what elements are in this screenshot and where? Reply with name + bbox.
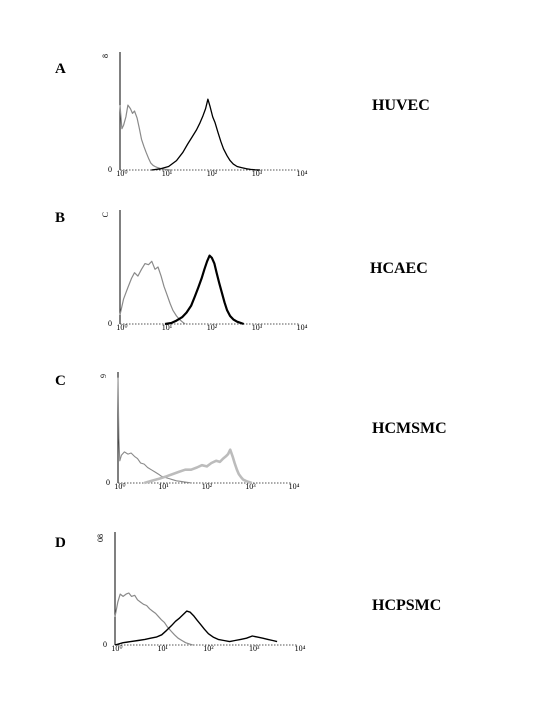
x-tick-label: 10⁰ (114, 482, 125, 491)
x-tick-label: 10⁴ (297, 169, 308, 178)
y-zero-label: 0 (103, 640, 107, 649)
x-tick-label: 10³ (245, 482, 256, 491)
histogram-panel-c: C HCMSMC 9 0 10⁰ 10¹ 10² 10³ 10⁴ (55, 372, 447, 491)
x-tick-label: 10⁴ (297, 323, 308, 332)
cell-type-label: HCPSMC (372, 597, 441, 614)
panel-letter: C (55, 373, 66, 389)
histogram-series-1 (119, 260, 186, 325)
histogram-series-1 (114, 592, 193, 646)
histogram-panel-a: A HUVEC 8 0 10⁰ 10¹ 10² 10³ 10⁴ (55, 52, 430, 178)
x-tick-label: 10³ (249, 644, 260, 653)
histogram-series-1 (117, 377, 192, 484)
panel-letter: A (55, 61, 66, 77)
x-tick-label: 10¹ (158, 482, 169, 491)
histogram-panel-b: B HCAEC C 0 10⁰ 10¹ 10² 10³ 10⁴ (55, 210, 428, 332)
histogram-series-2 (164, 254, 245, 326)
x-tick-label: 10³ (252, 323, 263, 332)
y-max-label: 08 (96, 534, 105, 542)
x-tick-label: 10¹ (162, 323, 173, 332)
histogram-series-2 (114, 610, 278, 646)
y-max-label: C (101, 212, 110, 217)
x-tick-label: 10⁴ (295, 644, 306, 653)
x-tick-label: 10⁴ (289, 482, 300, 491)
x-tick-label: 10³ (252, 169, 263, 178)
y-max-label: 9 (99, 374, 108, 378)
histogram-series-2 (151, 98, 261, 171)
histogram-series-1 (119, 104, 172, 171)
histogram-panel-d: D HCPSMC 08 0 10⁰ 10¹ 10² 10³ 10⁴ (55, 532, 441, 653)
y-zero-label: 0 (108, 165, 112, 174)
histogram-series-2 (143, 448, 253, 485)
x-tick-label: 10¹ (158, 644, 169, 653)
x-tick-label: 10⁰ (116, 169, 127, 178)
y-max-label: 8 (101, 54, 110, 58)
x-tick-label: 10² (207, 169, 218, 178)
y-zero-label: 0 (108, 319, 112, 328)
cell-type-label: HCMSMC (372, 420, 447, 437)
x-tick-label: 10² (207, 323, 218, 332)
x-tick-label: 10² (203, 644, 214, 653)
x-tick-label: 10² (202, 482, 213, 491)
x-tick-label: 10¹ (162, 169, 173, 178)
cell-type-label: HUVEC (372, 97, 430, 114)
panel-letter: B (55, 210, 65, 226)
panel-letter: D (55, 535, 66, 551)
y-zero-label: 0 (106, 478, 110, 487)
x-tick-label: 10⁰ (111, 644, 122, 653)
cell-type-label: HCAEC (370, 260, 428, 277)
x-tick-label: 10⁰ (116, 323, 127, 332)
